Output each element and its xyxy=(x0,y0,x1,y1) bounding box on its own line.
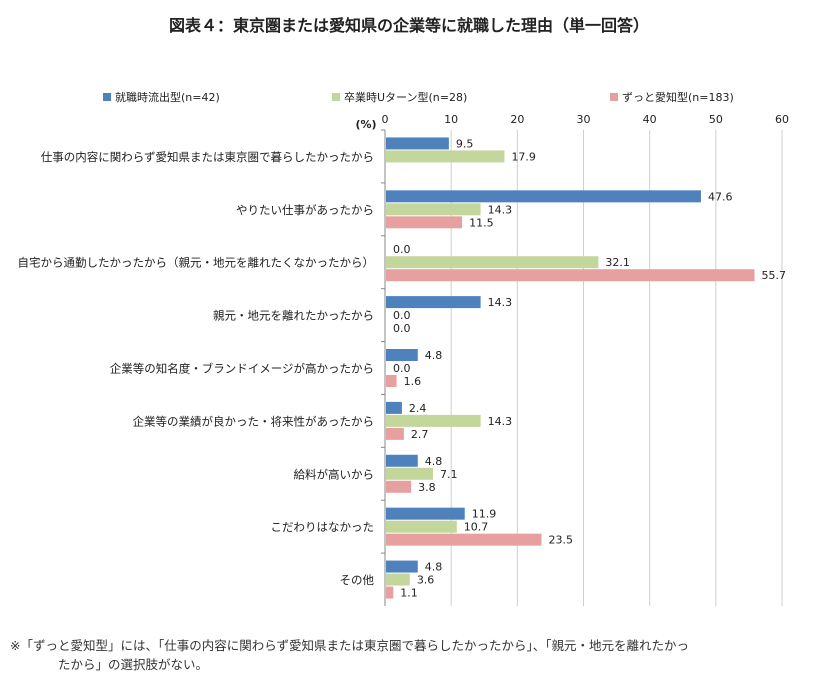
tick-label-50: 50 xyxy=(709,113,723,126)
data-label-1-8: 11.9 xyxy=(472,508,497,521)
legend-swatch-3 xyxy=(610,93,618,101)
tick-label-40: 40 xyxy=(643,113,657,126)
bar-1-1 xyxy=(386,137,449,150)
data-label-2-6: 14.3 xyxy=(488,415,513,428)
data-label-1-4: 14.3 xyxy=(488,296,513,309)
footnote-line-1: ※「ずっと愛知型」には、「仕事の内容に関わらず愛知県または東京圏で暮らしたかった… xyxy=(10,638,689,653)
data-label-3-8: 23.5 xyxy=(548,534,573,547)
category-label-2: やりたい仕事があったから xyxy=(236,203,374,217)
data-label-1-2: 47.6 xyxy=(708,190,733,203)
bar-3-2 xyxy=(386,216,463,229)
data-label-3-4: 0.0 xyxy=(393,322,411,335)
bar-2-6 xyxy=(386,414,481,427)
data-label-1-5: 4.8 xyxy=(425,349,443,362)
bar-2-2 xyxy=(386,203,481,216)
bar-3-9 xyxy=(386,586,394,599)
bar-3-8 xyxy=(386,533,542,546)
footnote-line-2: たから」の選択肢がない。 xyxy=(58,657,209,672)
data-label-1-3: 0.0 xyxy=(393,243,411,256)
bar-2-3 xyxy=(386,256,599,269)
bar-2-7 xyxy=(386,467,433,480)
bar-2-9 xyxy=(386,573,410,586)
footnote: ※「ずっと愛知型」には、「仕事の内容に関わらず愛知県または東京圏で暮らしたかった… xyxy=(10,636,810,674)
data-label-2-5: 0.0 xyxy=(393,362,411,375)
data-label-2-2: 14.3 xyxy=(488,203,513,216)
data-label-2-7: 7.1 xyxy=(440,468,458,481)
bar-1-7 xyxy=(386,454,418,467)
data-label-3-7: 3.8 xyxy=(418,481,436,494)
data-label-1-6: 2.4 xyxy=(409,402,427,415)
data-label-2-8: 10.7 xyxy=(464,521,489,534)
bar-1-5 xyxy=(386,349,418,361)
data-label-3-9: 1.1 xyxy=(400,587,418,600)
bar-3-7 xyxy=(386,480,412,493)
category-label-9: その他 xyxy=(340,573,375,587)
data-label-3-2: 11.5 xyxy=(469,216,494,229)
category-label-8: こだわりはなかった xyxy=(271,520,375,534)
bar-1-6 xyxy=(386,401,402,414)
legend-swatch-1 xyxy=(103,93,111,101)
bar-1-2 xyxy=(386,190,701,203)
data-label-3-6: 2.7 xyxy=(411,428,429,441)
category-label-7: 給料が高いから xyxy=(294,467,375,481)
category-label-5: 企業等の知名度・ブランドイメージが高かったから xyxy=(110,362,374,376)
bar-1-9 xyxy=(386,560,418,573)
category-label-3: 自宅から通勤したかったから（親元・地元を離れたくなかったから） xyxy=(18,256,375,270)
data-label-3-5: 1.6 xyxy=(404,375,422,388)
category-label-4: 親元・地元を離れたかったから xyxy=(213,309,374,323)
data-label-2-3: 32.1 xyxy=(605,256,630,269)
bar-3-6 xyxy=(386,427,404,440)
bar-3-5 xyxy=(386,375,397,387)
bar-1-8 xyxy=(386,507,465,520)
category-label-1: 仕事の内容に関わらず愛知県または東京圏で暮らしたかったから xyxy=(41,150,374,164)
data-label-1-7: 4.8 xyxy=(425,455,443,468)
data-label-1-1: 9.5 xyxy=(456,137,474,150)
legend-label-1: 就職時流出型(n=42) xyxy=(115,90,220,104)
tick-label-30: 30 xyxy=(577,113,591,126)
bar-3-3 xyxy=(386,269,755,282)
unit-label: (%) xyxy=(355,118,376,131)
legend-label-2: 卒業時Uターン型(n=28) xyxy=(344,90,467,104)
tick-label-10: 10 xyxy=(444,113,458,126)
data-label-2-1: 17.9 xyxy=(511,150,536,163)
data-label-2-4: 0.0 xyxy=(393,309,411,322)
tick-label-20: 20 xyxy=(510,113,524,126)
bar-chart: 図表４：東京圏または愛知県の企業等に就職した理由（単一回答） 就職時流出型(n=4… xyxy=(18,16,789,606)
chart-title: 図表４：東京圏または愛知県の企業等に就職した理由（単一回答） xyxy=(169,16,649,35)
legend-swatch-2 xyxy=(332,93,340,101)
category-label-6: 企業等の業績が良かった・将来性があったから xyxy=(133,414,375,428)
bar-2-1 xyxy=(386,150,505,163)
tick-label-60: 60 xyxy=(775,113,789,126)
bar-1-4 xyxy=(386,296,481,309)
legend-label-3: ずっと愛知型(n=183) xyxy=(622,90,734,104)
tick-label-0: 0 xyxy=(382,113,389,126)
data-label-1-9: 4.8 xyxy=(425,561,443,574)
data-label-3-3: 55.7 xyxy=(762,269,787,282)
bar-2-8 xyxy=(386,520,457,533)
data-label-2-9: 3.6 xyxy=(417,574,435,587)
